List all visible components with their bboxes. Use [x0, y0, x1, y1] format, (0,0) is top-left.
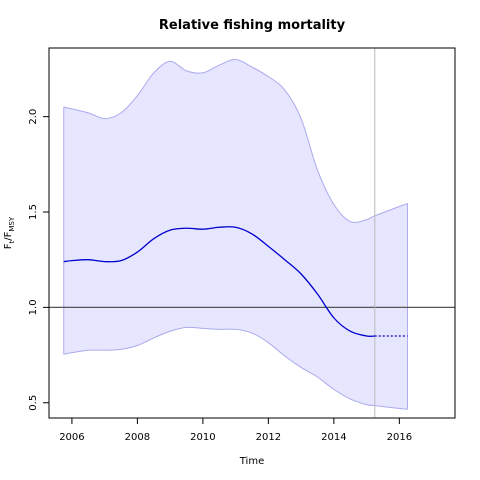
- plot-frame: [48, 47, 456, 419]
- confidence-band-fill: [63, 59, 408, 410]
- y-tick-label: 0.5: [28, 395, 39, 411]
- y-axis-label: Ft/FMSY: [3, 216, 16, 249]
- x-axis: 2006 2008 2010 2012 2014 2016: [59, 418, 412, 443]
- reference-lines: [49, 48, 455, 418]
- y-axis-label-base: F: [3, 243, 14, 249]
- x-tick-label: 2014: [321, 432, 346, 443]
- y-axis-label-sub2: MSY: [8, 216, 16, 231]
- x-tick-label: 2016: [387, 432, 412, 443]
- upper-ci-line: [63, 58, 408, 223]
- y-tick-label: 1.0: [28, 299, 39, 315]
- x-axis-label: Time: [239, 456, 264, 467]
- x-tick-label: 2008: [125, 432, 150, 443]
- x-tick-label: 2010: [190, 432, 215, 443]
- confidence-band: [63, 58, 409, 410]
- y-tick-label: 2.0: [28, 109, 39, 125]
- y-axis-label-sub1: t: [8, 240, 16, 243]
- y-axis: 0.5 1.0 1.5 2.0: [28, 109, 49, 411]
- lower-ci-line: [63, 326, 408, 410]
- y-axis-label-sep: /F: [3, 231, 14, 240]
- x-tick-label: 2012: [256, 432, 281, 443]
- estimate-line: [63, 226, 375, 337]
- y-tick-label: 1.5: [28, 204, 39, 220]
- x-tick-label: 2006: [59, 432, 84, 443]
- estimate-lines: [63, 226, 408, 337]
- chart-title: Relative fishing mortality: [159, 18, 346, 33]
